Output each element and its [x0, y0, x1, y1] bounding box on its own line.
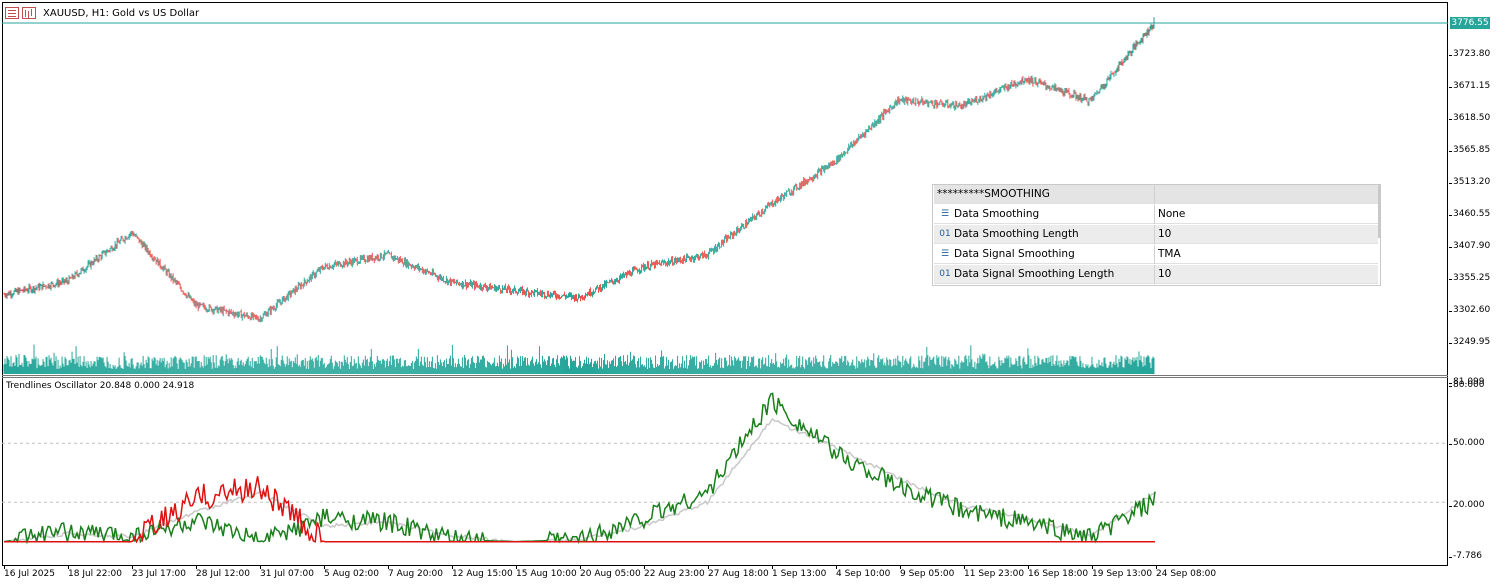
oscillator-green-line — [3, 392, 1156, 545]
price-tick: 3460.55 — [1448, 209, 1491, 219]
chart-title: XAUUSD, H1: Gold vs US Dollar — [43, 7, 200, 19]
pane-separator[interactable] — [2, 375, 1448, 378]
parameter-name: Data Signal Smoothing Length — [954, 268, 1115, 280]
bar-chart-icon[interactable] — [22, 7, 36, 19]
oscillator-red-line — [4, 476, 1155, 544]
time-label: 20 Aug 05:00 — [580, 566, 641, 579]
time-label: 7 Aug 20:00 — [388, 566, 443, 579]
parameter-value[interactable]: 10 — [1158, 268, 1172, 280]
parameters-header-row: *********SMOOTHING — [934, 185, 1378, 204]
parameter-row[interactable]: ☰ Data Signal Smoothing TMA — [934, 245, 1378, 264]
list-icon: ☰ — [940, 209, 950, 219]
parameter-row[interactable]: 01 Data Smoothing Length 10 — [934, 225, 1378, 244]
parameter-name: Data Smoothing Length — [954, 228, 1079, 240]
volume-histogram — [3, 344, 1155, 374]
price-tick: 3723.80 — [1448, 49, 1491, 59]
table-icon[interactable] — [5, 7, 19, 19]
parameter-value[interactable]: 10 — [1158, 228, 1172, 240]
chart-title-bar: XAUUSD, H1: Gold vs US Dollar — [5, 5, 199, 21]
oscillator-tick: 80.000 — [1449, 380, 1485, 390]
parameter-row[interactable]: ☰ Data Smoothing None — [934, 205, 1378, 224]
oscillator-title: Trendlines Oscillator 20.848 0.000 24.91… — [6, 381, 195, 391]
time-label: 15 Aug 10:00 — [516, 566, 577, 579]
price-tick: 3249.95 — [1448, 337, 1491, 347]
time-label: 9 Sep 05:00 — [900, 566, 955, 579]
oscillator-grid — [2, 442, 1448, 503]
price-tick: 3355.25 — [1448, 273, 1491, 283]
price-tick: 3565.85 — [1448, 145, 1491, 155]
parameter-row[interactable]: 01 Data Signal Smoothing Length 10 — [934, 265, 1378, 284]
time-label: 22 Aug 23:00 — [644, 566, 705, 579]
price-tick: 3513.20 — [1448, 177, 1491, 187]
oscillator-tick: 20.000 — [1449, 500, 1485, 510]
oscillator-tick: 50.000 — [1449, 438, 1485, 448]
time-label: 31 Jul 07:00 — [260, 566, 314, 579]
price-tick: 3618.50 — [1448, 113, 1491, 123]
time-axis[interactable]: 16 Jul 2025 18 Jul 22:00 23 Jul 17:00 28 Ju… — [0, 566, 1449, 585]
parameters-panel: *********SMOOTHING ☰ Data Smoothing None 01… — [932, 184, 1381, 286]
price-tick: 3407.90 — [1448, 241, 1491, 251]
time-label: 1 Sep 13:00 — [772, 566, 827, 579]
price-tick: 3671.15 — [1448, 81, 1491, 91]
oscillator-tick: -7.786 — [1448, 551, 1483, 561]
price-tick: 3302.60 — [1448, 305, 1491, 315]
candlestick-series — [3, 17, 1155, 323]
list-icon: ☰ — [940, 249, 950, 259]
integer-icon: 01 — [939, 269, 951, 279]
time-label: 16 Sep 18:00 — [1028, 566, 1089, 579]
oscillator-lines — [3, 392, 1156, 545]
integer-icon: 01 — [939, 229, 951, 239]
time-label: 16 Jul 2025 — [4, 566, 55, 579]
time-label: 28 Jul 12:00 — [196, 566, 250, 579]
current-price-tag: 3776.55 — [1450, 17, 1490, 29]
time-label: 11 Sep 23:00 — [964, 566, 1025, 579]
parameters-header: *********SMOOTHING — [937, 188, 1050, 200]
time-label: 27 Aug 18:00 — [708, 566, 769, 579]
time-label: 19 Sep 13:00 — [1092, 566, 1153, 579]
oscillator-tick: 81.099 — [1449, 377, 1485, 387]
time-label: 12 Aug 15:00 — [452, 566, 513, 579]
parameter-name: Data Smoothing — [954, 208, 1040, 220]
parameters-scrollbar[interactable] — [1378, 185, 1381, 238]
parameter-name: Data Signal Smoothing — [954, 248, 1075, 260]
time-label: 4 Sep 10:00 — [836, 566, 891, 579]
time-label: 18 Jul 22:00 — [68, 566, 122, 579]
parameter-value[interactable]: None — [1158, 208, 1186, 220]
parameter-value[interactable]: TMA — [1158, 248, 1181, 260]
time-label: 23 Jul 17:00 — [132, 566, 186, 579]
time-label: 5 Aug 02:00 — [324, 566, 379, 579]
time-label: 24 Sep 08:00 — [1156, 566, 1217, 579]
